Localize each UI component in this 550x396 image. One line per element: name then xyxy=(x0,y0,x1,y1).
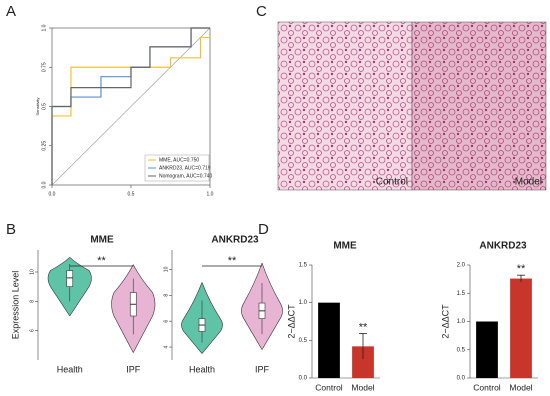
y-tick-label: 6 xyxy=(29,329,35,332)
y-axis-label: 2−ΔΔCT xyxy=(286,304,296,339)
y-tick-label: 8 xyxy=(29,300,35,303)
image-label: Model xyxy=(515,177,542,188)
y-tick-label: 0.0 xyxy=(41,181,47,188)
chart-title: MME xyxy=(333,241,357,252)
x-tick-label: Model xyxy=(351,382,374,392)
y-tick-label: 1.5 xyxy=(457,291,466,297)
x-tick-label: Control xyxy=(473,382,501,392)
significance: ** xyxy=(97,255,106,267)
y-tick-label: 10 xyxy=(29,269,35,275)
x-tick-label: 0.0 xyxy=(49,191,56,197)
image-tint xyxy=(412,22,546,190)
y-tick-label: 6 xyxy=(163,320,169,323)
y-axis-label: 2−ΔΔCT xyxy=(440,304,450,339)
legend-box xyxy=(144,154,210,182)
y-tick-label: 4 xyxy=(163,345,169,348)
panel-letter: B xyxy=(6,221,16,238)
y-tick-label: 0.5 xyxy=(41,103,47,110)
y-tick-label: 2.0 xyxy=(457,263,466,269)
y-tick-label: 1.0 xyxy=(299,300,308,306)
image-control xyxy=(277,21,413,191)
x-tick-label: Model xyxy=(509,382,532,392)
legend-label: Nomogram, AUC=0.740 xyxy=(159,173,212,179)
chart-title: ANKRD23 xyxy=(211,235,259,246)
x-tick-label: 0.5 xyxy=(128,191,135,197)
y-tick-label: 0.75 xyxy=(41,62,47,72)
significance: ** xyxy=(517,263,526,275)
x-tick-label: IPF xyxy=(255,364,270,374)
x-tick-label: IPF xyxy=(126,364,141,374)
reference-line xyxy=(51,27,211,186)
x-tick-label: Health xyxy=(189,364,215,374)
legend-label: MME, AUC=0.750 xyxy=(159,157,199,163)
y-tick-label: 1.0 xyxy=(457,319,466,325)
x-tick-label: Health xyxy=(57,364,83,374)
x-tick-label: 1.0 xyxy=(207,191,214,197)
roc-line xyxy=(51,27,210,185)
y-tick-label: 0.0 xyxy=(299,376,308,382)
y-tick-label: 10 xyxy=(163,266,169,272)
significance: ** xyxy=(359,321,368,333)
bar xyxy=(510,278,532,378)
bar xyxy=(352,346,374,378)
y-tick-label: 1.0 xyxy=(41,24,47,31)
significance: ** xyxy=(228,255,237,267)
panel-letter: C xyxy=(256,3,267,20)
box xyxy=(66,270,74,287)
y-axis-label: Sensitivity xyxy=(35,97,40,115)
histology: Control Model xyxy=(277,21,547,191)
y-axis-label: Expression Level xyxy=(10,271,20,340)
image-label: Control xyxy=(376,177,408,188)
panel-letter: A xyxy=(6,3,16,20)
y-tick-label: 0.0 xyxy=(457,376,466,382)
bar xyxy=(476,321,498,378)
bar xyxy=(318,302,340,378)
y-tick-label: 8 xyxy=(163,294,169,297)
chart-title: ANKRD23 xyxy=(479,241,527,252)
panel-letter: D xyxy=(258,221,269,238)
image-model xyxy=(411,21,547,191)
y-tick-label: 0.5 xyxy=(457,347,466,353)
y-tick-label: 0.25 xyxy=(41,141,47,151)
chart-title: MME xyxy=(90,235,114,246)
y-tick-label: 0.5 xyxy=(299,338,308,344)
roc-line xyxy=(51,36,210,185)
y-tick-label: 1.5 xyxy=(299,263,308,269)
x-tick-label: Control xyxy=(315,382,343,392)
legend-label: ANKRD23, AUC=0.719 xyxy=(159,165,211,171)
